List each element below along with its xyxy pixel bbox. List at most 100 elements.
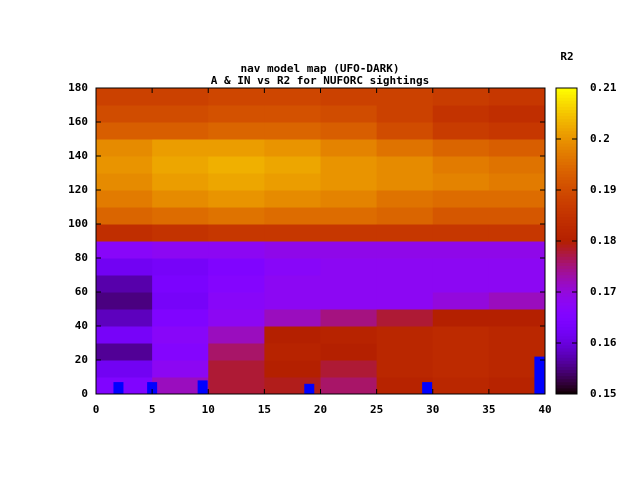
x-tick-label: 0	[93, 403, 100, 416]
heat-cell	[96, 309, 153, 327]
y-tick-label: 20	[75, 353, 88, 366]
heat-cell	[432, 190, 490, 208]
colorbar-strip	[556, 357, 577, 361]
y-tick-label: 120	[68, 183, 88, 196]
colorbar-strip	[556, 188, 577, 193]
heat-cell	[208, 190, 265, 208]
heat-cell	[488, 377, 546, 395]
heat-cell	[320, 190, 378, 208]
colorbar-strip	[556, 213, 577, 218]
heat-cell	[264, 139, 321, 157]
heat-cell	[152, 360, 209, 378]
colorbar-strip	[556, 88, 577, 92]
colorbar-tick-label: 0.16	[590, 336, 617, 349]
heat-cell	[152, 258, 209, 276]
colorbar-strip	[556, 247, 577, 251]
colorbar-strip	[556, 158, 577, 162]
heat-cell	[264, 88, 321, 106]
heat-cell	[264, 343, 321, 361]
x-tick-label: 20	[314, 403, 327, 416]
heat-cell	[152, 190, 209, 208]
colorbar-tick-label: 0.17	[590, 285, 617, 298]
heat-cell	[152, 88, 209, 106]
colorbar-strip	[556, 286, 577, 291]
heat-cell	[264, 309, 321, 327]
heat-cell	[432, 173, 490, 191]
heat-cell	[152, 173, 209, 191]
heat-cell	[488, 241, 546, 259]
colorbar-strip	[556, 390, 577, 395]
heat-cell	[432, 156, 490, 174]
heat-cell	[376, 258, 434, 276]
heat-cell	[376, 173, 434, 191]
colorbar-strip	[556, 280, 577, 285]
colorbar-tick-label: 0.18	[590, 234, 617, 247]
y-tick-label: 160	[68, 115, 88, 128]
colorbar-tick-label: 0.2	[590, 132, 610, 145]
colorbar-strip	[556, 363, 577, 367]
heat-cell	[376, 122, 434, 140]
heat-cell	[152, 343, 209, 361]
colorbar-strip	[556, 329, 577, 334]
colorbar-strip	[556, 345, 577, 349]
heat-cell	[96, 343, 153, 361]
colorbar-strip	[556, 241, 577, 245]
colorbar-strip	[556, 387, 577, 392]
heat-cell	[208, 173, 265, 191]
colorbar-strip	[556, 121, 577, 126]
heat-cell	[152, 275, 209, 293]
heat-cell	[376, 292, 434, 310]
heat-cell	[320, 377, 378, 395]
heat-cell	[208, 88, 265, 106]
heat-cell	[432, 88, 490, 106]
heat-cell	[152, 326, 209, 344]
colorbar-strip	[556, 354, 577, 358]
heat-cell	[320, 360, 378, 378]
colorbar-strip	[556, 112, 577, 117]
colorbar-strip	[556, 152, 577, 156]
colorbar-strip	[556, 201, 577, 205]
heat-cell	[376, 105, 434, 123]
heat-cell	[488, 207, 546, 225]
heat-cell	[376, 275, 434, 293]
heat-cell	[264, 241, 321, 259]
colorbar-strip	[556, 179, 577, 184]
heat-cell	[208, 377, 265, 395]
overlay-bar	[422, 382, 433, 394]
heat-cell	[264, 156, 321, 174]
heat-cell	[96, 156, 153, 174]
colorbar-strip	[556, 91, 577, 95]
colorbar-strip	[556, 372, 577, 377]
heat-cell	[488, 224, 546, 242]
colorbar-strip	[556, 167, 577, 172]
colorbar-strip	[556, 378, 577, 383]
heat-cell	[320, 275, 378, 293]
heat-cell	[152, 156, 209, 174]
heat-cell	[152, 292, 209, 310]
colorbar-strip	[556, 332, 577, 337]
heat-cell	[152, 309, 209, 327]
heat-cell	[432, 241, 490, 259]
colorbar-strip	[556, 265, 577, 270]
colorbar-strip	[556, 231, 577, 236]
heat-cell	[152, 105, 209, 123]
heat-cell	[152, 139, 209, 157]
colorbar-strip	[556, 182, 577, 187]
colorbar-strip	[556, 335, 577, 340]
colorbar-tick-label: 0.19	[590, 183, 617, 196]
heat-cell	[264, 105, 321, 123]
heat-cell	[320, 105, 378, 123]
heat-cell	[96, 258, 153, 276]
colorbar-strip	[556, 106, 577, 110]
heat-cell	[488, 156, 546, 174]
heat-cell	[432, 139, 490, 157]
heat-cell	[208, 258, 265, 276]
colorbar-strip	[556, 170, 577, 175]
colorbar-strip	[556, 185, 577, 190]
heat-cell	[376, 309, 434, 327]
heat-cell	[488, 343, 546, 361]
heat-cell	[264, 173, 321, 191]
colorbar-strip	[556, 283, 577, 288]
heat-cell	[432, 377, 490, 395]
colorbar-strip	[556, 323, 577, 328]
